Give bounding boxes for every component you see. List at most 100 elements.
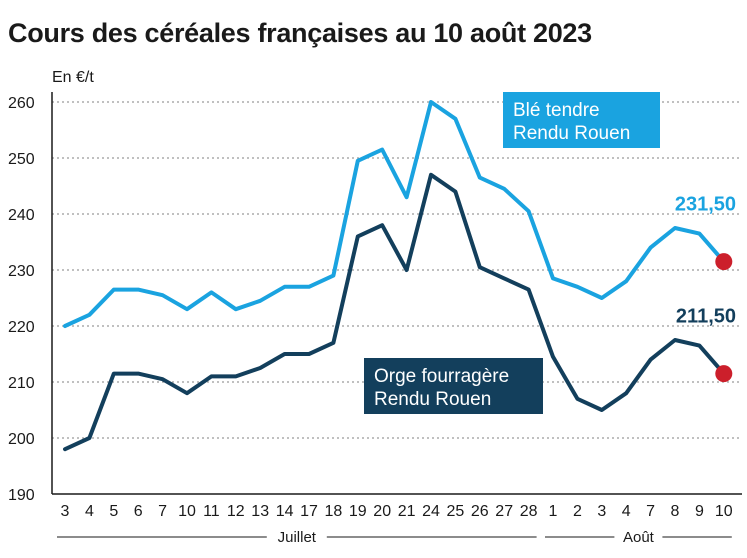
x-tick-label: 4 bbox=[622, 503, 631, 520]
data-point bbox=[161, 293, 165, 297]
x-tick-label: 17 bbox=[300, 503, 318, 520]
data-point bbox=[649, 246, 653, 250]
data-point bbox=[331, 341, 335, 345]
data-point bbox=[63, 447, 67, 451]
end-value-label-0: 231,50 bbox=[675, 194, 736, 216]
x-tick-label: 6 bbox=[134, 503, 143, 520]
data-point bbox=[87, 313, 91, 317]
data-point bbox=[600, 408, 604, 412]
x-tick-label: 10 bbox=[715, 503, 733, 520]
data-point bbox=[527, 288, 531, 292]
x-tick-label: 7 bbox=[158, 503, 167, 520]
end-marker-1 bbox=[715, 365, 733, 383]
x-tick-label: 2 bbox=[573, 503, 582, 520]
x-tick-label: 14 bbox=[276, 503, 294, 520]
y-tick-label: 210 bbox=[8, 375, 35, 392]
data-point bbox=[136, 372, 140, 376]
y-tick-label: 240 bbox=[8, 207, 35, 224]
x-tick-label: 1 bbox=[549, 503, 558, 520]
legend-label: Rendu Rouen bbox=[513, 123, 630, 144]
data-point bbox=[380, 223, 384, 227]
data-point bbox=[307, 352, 311, 356]
y-tick-label: 220 bbox=[8, 319, 35, 336]
data-point bbox=[624, 279, 628, 283]
data-point bbox=[258, 299, 262, 303]
data-point bbox=[453, 117, 457, 121]
data-point bbox=[649, 358, 653, 362]
x-tick-label: 21 bbox=[398, 503, 416, 520]
data-point bbox=[185, 391, 189, 395]
x-tick-label: 19 bbox=[349, 503, 367, 520]
y-tick-label: 190 bbox=[8, 487, 35, 504]
data-point bbox=[527, 209, 531, 213]
legend-label: Blé tendre bbox=[513, 100, 600, 121]
x-tick-label: 7 bbox=[646, 503, 655, 520]
data-point bbox=[575, 397, 580, 401]
y-axis-unit-label: En €/t bbox=[52, 69, 94, 86]
data-point bbox=[697, 232, 702, 236]
x-tick-label: 12 bbox=[227, 503, 245, 520]
x-tick-label: 9 bbox=[695, 503, 704, 520]
data-point bbox=[209, 290, 213, 294]
y-tick-label: 200 bbox=[8, 431, 35, 448]
data-point bbox=[112, 372, 116, 376]
x-tick-label: 28 bbox=[520, 503, 538, 520]
series-lines bbox=[63, 100, 726, 452]
data-point bbox=[356, 234, 360, 238]
data-point bbox=[63, 324, 67, 328]
end-marker-0 bbox=[715, 253, 733, 271]
legend-box bbox=[503, 92, 660, 148]
x-tick-label: 25 bbox=[447, 503, 465, 520]
data-point bbox=[405, 195, 409, 199]
data-point bbox=[697, 344, 702, 348]
data-point bbox=[502, 276, 506, 280]
end-value-labels: 231,50 211,50 bbox=[675, 194, 736, 383]
data-point bbox=[283, 285, 287, 289]
data-point bbox=[331, 274, 335, 278]
data-point bbox=[551, 276, 555, 280]
data-point bbox=[283, 352, 287, 356]
x-tick-label: 18 bbox=[325, 503, 343, 520]
data-point bbox=[502, 187, 506, 191]
data-point bbox=[161, 377, 165, 381]
data-point bbox=[673, 338, 677, 342]
x-tick-label: 24 bbox=[422, 503, 440, 520]
data-point bbox=[234, 374, 238, 378]
data-point bbox=[380, 148, 384, 152]
data-point bbox=[136, 288, 140, 292]
data-point bbox=[405, 268, 409, 272]
data-point bbox=[624, 391, 628, 395]
data-point bbox=[356, 159, 360, 163]
y-tick-label: 260 bbox=[8, 95, 35, 112]
month-group-label: Août bbox=[623, 529, 655, 546]
x-tick-label: 10 bbox=[178, 503, 196, 520]
data-point bbox=[185, 307, 189, 311]
month-group-label: Juillet bbox=[278, 529, 317, 546]
data-point bbox=[551, 355, 555, 359]
data-point bbox=[87, 436, 91, 440]
end-value-label-1: 211,50 bbox=[676, 306, 736, 328]
x-tick-label: 13 bbox=[251, 503, 269, 520]
x-tick-label: 8 bbox=[671, 503, 680, 520]
data-point bbox=[258, 366, 262, 370]
y-tick-label: 250 bbox=[8, 151, 35, 168]
x-tick-label: 20 bbox=[373, 503, 391, 520]
series-line-1 bbox=[63, 172, 726, 452]
x-tick-label: 27 bbox=[495, 503, 513, 520]
y-tick-label: 230 bbox=[8, 263, 35, 280]
data-point bbox=[453, 190, 457, 194]
legend-label: Orge fourragère bbox=[374, 366, 509, 387]
series-line-0 bbox=[63, 100, 726, 328]
data-point bbox=[209, 374, 213, 378]
data-point bbox=[234, 307, 238, 311]
data-point bbox=[575, 285, 580, 289]
data-point bbox=[429, 100, 433, 104]
x-tick-label: 26 bbox=[471, 503, 489, 520]
legend-label: Rendu Rouen bbox=[374, 389, 491, 410]
x-tick-label: 3 bbox=[61, 503, 70, 520]
chart-title: Cours des céréales françaises au 10 août… bbox=[8, 18, 592, 48]
